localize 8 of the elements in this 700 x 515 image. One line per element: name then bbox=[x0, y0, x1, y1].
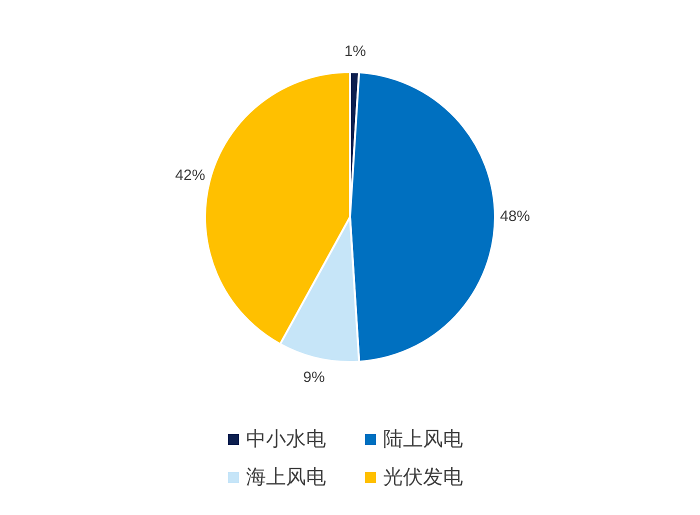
data-label: 48% bbox=[500, 208, 530, 225]
data-label: 1% bbox=[344, 43, 366, 60]
data-label: 42% bbox=[175, 166, 206, 184]
legend-label: 陆上风电 bbox=[383, 428, 463, 450]
legend-label: 光伏发电 bbox=[383, 466, 463, 488]
legend-label: 中小水电 bbox=[246, 428, 326, 450]
data-label: 9% bbox=[303, 368, 325, 386]
legend-label: 海上风电 bbox=[246, 466, 326, 488]
